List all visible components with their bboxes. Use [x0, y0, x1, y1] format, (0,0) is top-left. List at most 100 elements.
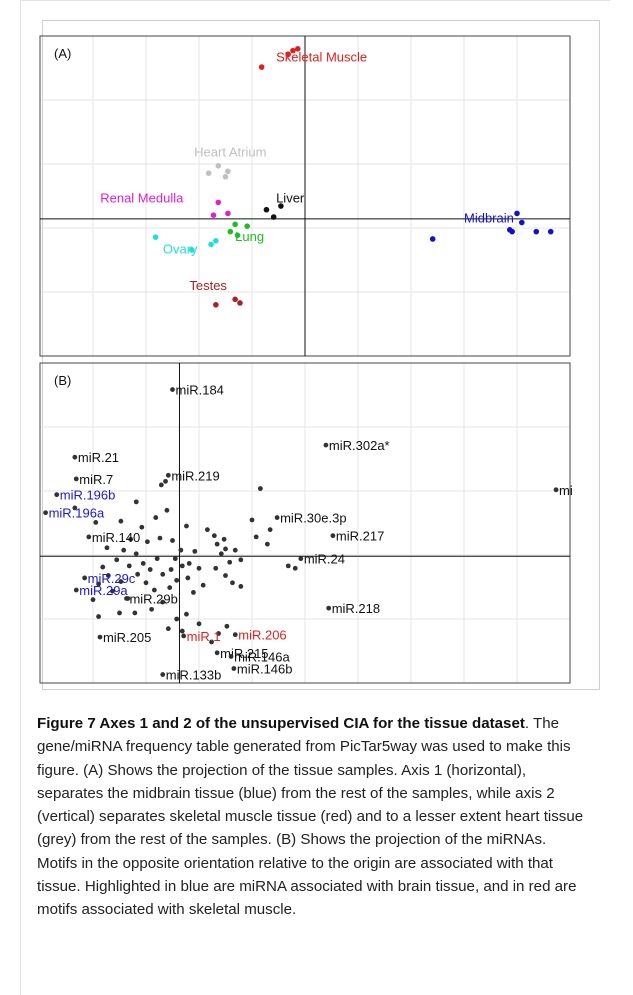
- mirna-point: [160, 571, 166, 577]
- mirna-point: [257, 486, 263, 491]
- mirna-point-mir-146b: [231, 666, 237, 671]
- point-midbrain: [514, 210, 520, 217]
- mirna-point: [216, 631, 221, 636]
- point-heart-atrium: [215, 163, 222, 169]
- figure-box: [42, 20, 600, 690]
- label-mir-29a: miR.29a: [79, 583, 128, 598]
- mirna-point: [211, 533, 217, 539]
- mirna-point: [249, 517, 255, 523]
- mirna-point: [149, 606, 154, 612]
- point-lung: [227, 228, 234, 235]
- mirna-point: [143, 580, 149, 586]
- mirna-point-mir-133b: [160, 672, 166, 677]
- mirna-point-mir-29a: [73, 587, 79, 593]
- mirna-point: [72, 505, 78, 511]
- mirna-point: [163, 478, 168, 484]
- mirna-point: [96, 581, 101, 587]
- label-mir-24: miR.24: [304, 552, 345, 567]
- mirna-point: [213, 565, 219, 571]
- mirna-point: [191, 590, 196, 595]
- mirna-point: [140, 561, 146, 566]
- mirna-point: [232, 547, 238, 553]
- point-ovary: [152, 234, 159, 240]
- mirna-point: [117, 610, 122, 616]
- label-mir-140: miR.140: [92, 530, 140, 545]
- mirna-point: [238, 583, 244, 589]
- mirna-point-mir-184: [170, 387, 175, 392]
- label-mir-196a: miR.196a: [49, 506, 105, 521]
- mirna-point-mir-24: [298, 556, 304, 562]
- label-mir-184: miR.184: [176, 383, 224, 398]
- point-liver: [263, 206, 270, 213]
- label-liver: Liver: [276, 190, 305, 205]
- mirna-point: [223, 546, 228, 552]
- mirna-point: [184, 523, 189, 529]
- point-lung: [232, 221, 238, 228]
- label-mir-133b: miR.133b: [166, 668, 222, 683]
- mirna-point: [164, 507, 170, 513]
- mirna-point-mir-21: [72, 454, 78, 460]
- mirna-point: [196, 565, 202, 571]
- point-lung: [244, 223, 250, 229]
- point-testes: [213, 302, 219, 308]
- label-mir-146b: miR.146b: [237, 662, 293, 677]
- mirna-point: [230, 580, 235, 586]
- label-mir-29c: miR.29c: [88, 571, 136, 586]
- label-mir-7: miR.7: [79, 472, 113, 487]
- label-mir-1: miR.1: [187, 629, 221, 644]
- point-renal-medulla: [225, 210, 231, 217]
- point-liver: [270, 214, 277, 220]
- mirna-point: [174, 616, 180, 622]
- mirna-point-mir-206: [232, 632, 238, 638]
- mirna-point: [185, 575, 191, 581]
- mirna-point: [267, 527, 273, 533]
- mirna-point: [165, 626, 171, 632]
- mirna-point: [160, 599, 166, 605]
- mirna-point: [90, 597, 96, 603]
- mirna-point: [223, 573, 228, 578]
- frame-left-border: [20, 0, 21, 995]
- mirna-point: [139, 524, 145, 530]
- mirna-point: [253, 534, 259, 540]
- mirna-point: [204, 527, 210, 533]
- point-skeletal-muscle: [294, 46, 301, 52]
- mirna-point: [218, 551, 224, 557]
- figure-caption: Figure 7 Axes 1 and 2 of the unsupervise…: [37, 712, 585, 922]
- panel-b-scatter: (B)miR.184miR.302a*miR.187miR.21miR.7miR…: [39, 362, 572, 684]
- mirna-point-mir-7: [73, 476, 79, 482]
- point-midbrain: [429, 236, 436, 242]
- mirna-point-mir-30e-3p: [274, 515, 280, 520]
- label-mir-302a: miR.302a*: [329, 438, 390, 453]
- mirna-point: [96, 614, 101, 619]
- point-testes: [232, 296, 238, 303]
- mirna-point: [179, 563, 185, 569]
- mirna-point-mir-205: [97, 634, 103, 640]
- mirna-point: [285, 563, 291, 569]
- mirna-point: [167, 585, 173, 591]
- label-ovary: Ovary: [163, 242, 198, 257]
- mirna-point: [118, 579, 124, 584]
- point-skeletal-muscle: [285, 51, 291, 58]
- mirna-point: [118, 518, 124, 524]
- mirna-point-mir-29c: [82, 575, 88, 581]
- point-midbrain: [547, 228, 554, 235]
- panel-a-scatter: (A) Skeletal Muscle Heart Atrium Renal Medu…: [39, 35, 571, 357]
- plot-frame: [39, 362, 571, 684]
- mirna-point-mir-140: [86, 534, 92, 540]
- mirna-point: [153, 515, 159, 520]
- page-frame: [20, 0, 610, 995]
- mirna-point: [114, 557, 120, 563]
- mirna-point-mir-218: [326, 605, 332, 611]
- caption-body: . The gene/miRNA frequency table generat…: [37, 715, 584, 919]
- point-midbrain: [519, 219, 525, 226]
- mirna-point-mir-196b: [54, 492, 60, 498]
- point-midbrain: [533, 228, 540, 235]
- mirna-point-mir-187: [553, 487, 559, 493]
- mirna-point: [186, 561, 192, 566]
- label-mir-29b: miR.29b: [129, 591, 177, 606]
- mirna-point: [144, 539, 150, 545]
- label-mir-146a: miR.146a: [234, 649, 290, 664]
- mirna-point: [196, 621, 202, 627]
- mirna-point: [168, 567, 174, 572]
- label-mir-187: miR.187: [559, 483, 572, 498]
